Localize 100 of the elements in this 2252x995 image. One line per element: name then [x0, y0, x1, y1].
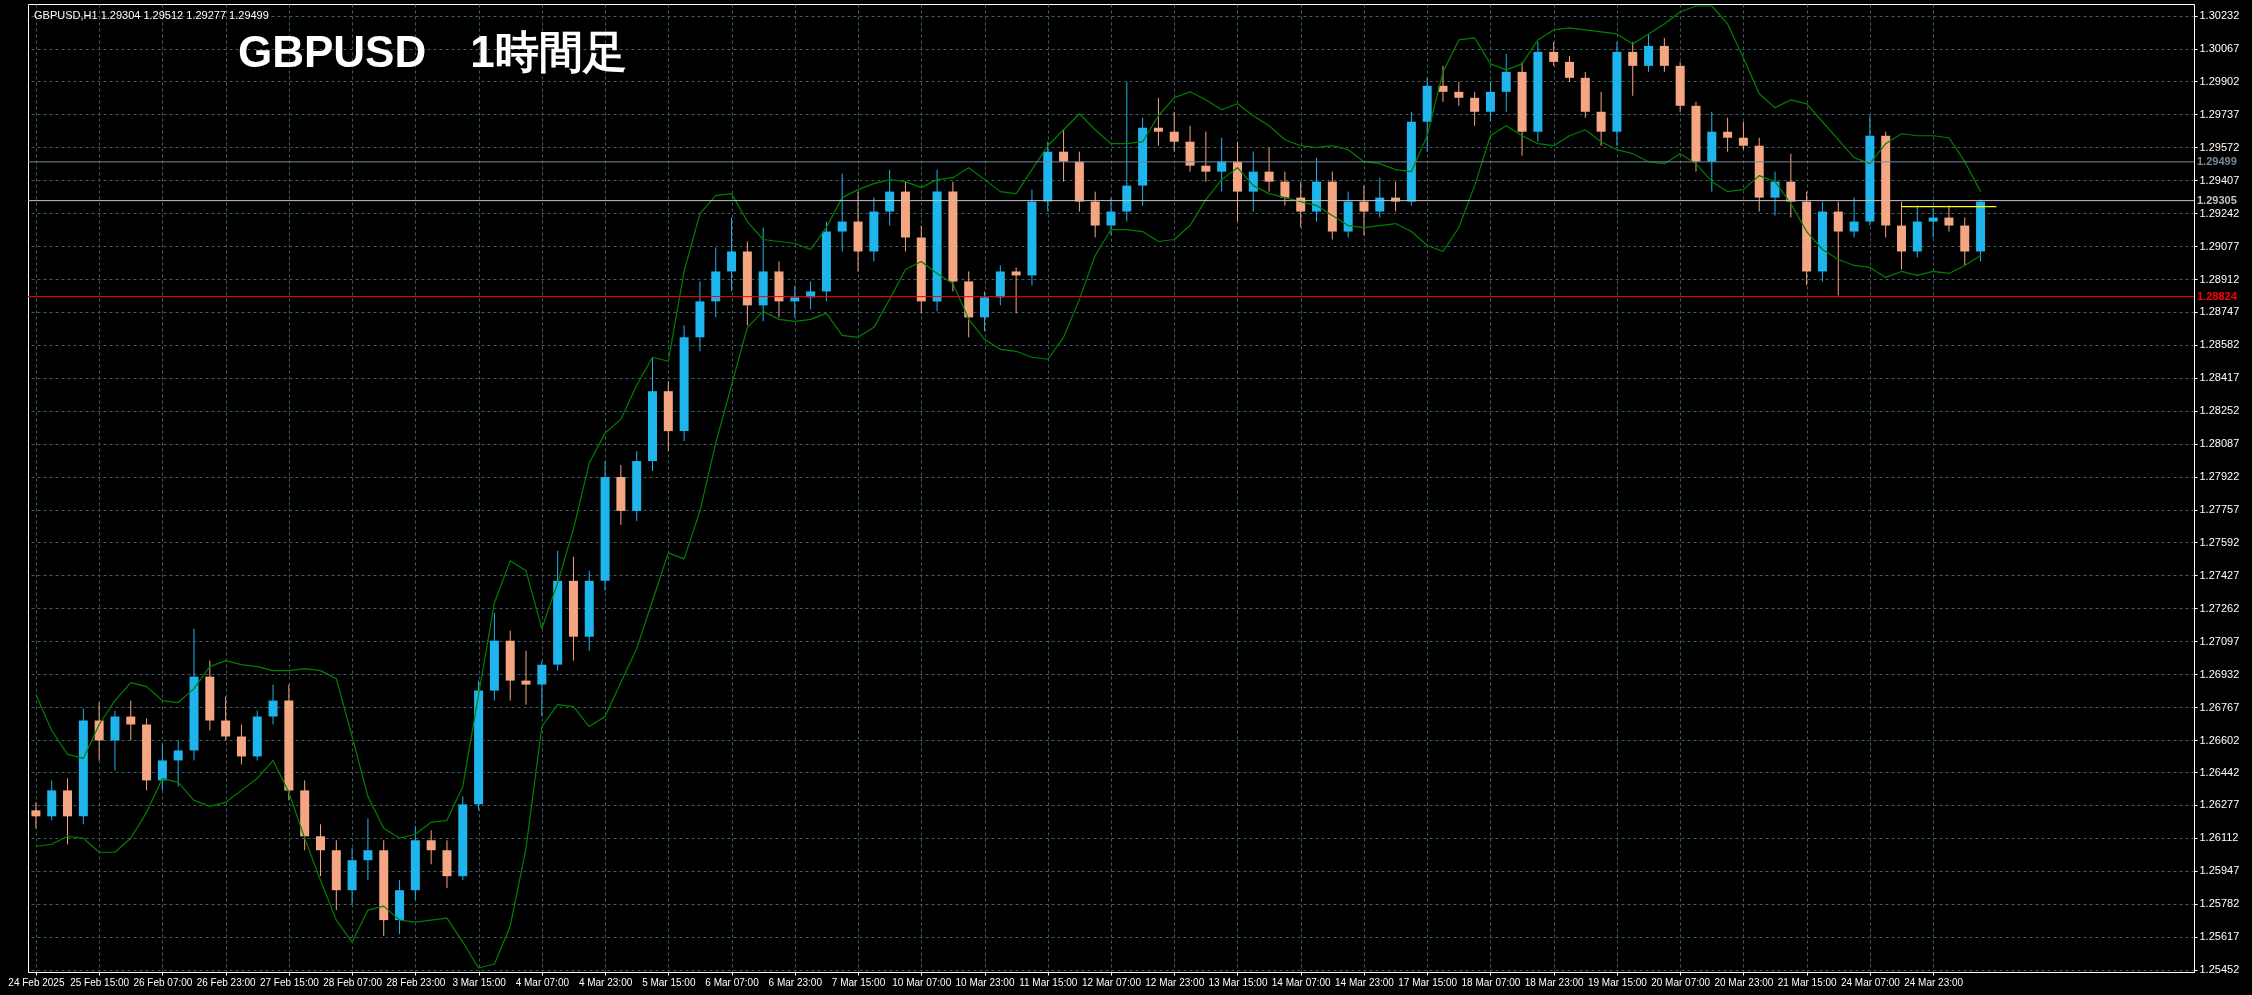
y-tick-label: 1.30067	[2199, 42, 2240, 55]
candlestick	[1059, 129, 1069, 183]
x-tick-label: 10 Mar 07:00	[892, 976, 952, 988]
candlestick	[980, 290, 990, 332]
y-tick-label: 1.27427	[2199, 568, 2240, 581]
candlestick	[1185, 125, 1195, 173]
candlestick	[315, 823, 325, 877]
candlestick	[31, 801, 41, 829]
ref-line-label: 1.28824	[2197, 289, 2238, 302]
candlestick	[1090, 191, 1100, 239]
candlestick	[157, 743, 167, 791]
candlestick	[1201, 131, 1211, 183]
candlestick	[126, 700, 136, 741]
x-tick-label: 4 Mar 23:00	[578, 976, 633, 988]
x-tick-label: 26 Feb 23:00	[196, 976, 257, 988]
x-tick-label: 28 Feb 23:00	[386, 976, 446, 988]
x-tick-label: 28 Feb 07:00	[323, 976, 383, 988]
y-tick-label: 1.27592	[2199, 535, 2240, 548]
annotation: GBPUSD,H1 1.29304 1.29512 1.29277 1.29499	[34, 9, 269, 21]
candlestick	[837, 173, 847, 252]
candlestick	[521, 650, 531, 706]
x-tick-label: 7 Mar 15:00	[831, 976, 886, 988]
candlestick	[1628, 41, 1638, 97]
candlestick	[1549, 41, 1559, 67]
candlestick	[1217, 137, 1227, 193]
y-tick-label: 1.29242	[2199, 206, 2240, 219]
candlestick	[1248, 151, 1258, 213]
x-tick-label: 6 Mar 07:00	[705, 976, 760, 988]
y-tick-label: 1.29077	[2199, 239, 2240, 252]
x-tick-label: 6 Mar 23:00	[768, 976, 823, 988]
candlestick	[1501, 53, 1511, 113]
y-tick-label: 1.28417	[2199, 371, 2240, 384]
x-tick-label: 3 Mar 15:00	[452, 976, 507, 988]
candlestick	[790, 284, 800, 318]
candlestick	[1770, 171, 1780, 217]
line-series	[35, 125, 1982, 969]
x-tick-label: 14 Mar 07:00	[1271, 976, 1332, 988]
x-tick-label: 24 Mar 07:00	[1840, 976, 1901, 988]
x-tick-label: 12 Mar 23:00	[1145, 976, 1205, 988]
candlestick	[727, 217, 737, 292]
y-tick-label: 1.26442	[2199, 765, 2240, 778]
candlestick	[885, 169, 895, 227]
y-tick-label: 1.26277	[2199, 798, 2240, 811]
candlestick	[110, 710, 120, 771]
candlestick	[1565, 55, 1574, 83]
x-tick-label: 14 Mar 23:00	[1334, 976, 1395, 988]
candlestick	[1659, 37, 1669, 73]
x-tick-label: 27 Feb 15:00	[259, 976, 320, 988]
x-tick-label: 10 Mar 23:00	[955, 976, 1015, 988]
x-tick-label: 18 Mar 23:00	[1524, 976, 1585, 988]
candlestick	[537, 660, 547, 718]
y-tick-label: 1.25782	[2199, 897, 2240, 910]
candlestick	[1644, 33, 1654, 73]
candlestick	[1596, 91, 1606, 147]
x-tick-label: 17 Mar 15:00	[1398, 976, 1458, 988]
y-tick-label: 1.28582	[2199, 338, 2240, 351]
candlestick	[268, 684, 278, 726]
candlestick	[221, 696, 231, 741]
candlestick	[1169, 111, 1179, 153]
y-tick-label: 1.26112	[2199, 831, 2239, 844]
candlestick	[1944, 205, 1954, 233]
candlestick	[1438, 65, 1448, 103]
y-tick-label: 1.28747	[2199, 305, 2240, 318]
y-tick-label: 1.25947	[2199, 864, 2240, 877]
y-tick-label: 1.28252	[2199, 404, 2240, 417]
candlestick	[363, 817, 373, 881]
y-tick-label: 1.27097	[2199, 634, 2240, 647]
x-tick-label: 25 Feb 15:00	[70, 976, 130, 988]
y-tick-label: 1.26767	[2199, 700, 2240, 713]
y-tick-label: 1.25617	[2199, 930, 2240, 943]
candlestick	[1106, 197, 1116, 237]
y-tick-label: 1.29407	[2199, 173, 2240, 186]
candlestick	[1786, 153, 1796, 219]
candlestick	[173, 739, 183, 787]
x-tick-label: 12 Mar 07:00	[1082, 976, 1142, 988]
candlestick	[1454, 81, 1464, 107]
candlestick	[1375, 177, 1385, 219]
x-tick-label: 20 Mar 07:00	[1651, 976, 1711, 988]
y-tick-label: 1.30232	[2199, 9, 2240, 22]
x-tick-label: 5 Mar 15:00	[642, 976, 696, 988]
y-tick-label: 1.25452	[2199, 963, 2240, 976]
ref-line-label: 1.29305	[2197, 193, 2237, 206]
x-tick-label: 11 Mar 15:00	[1019, 976, 1078, 988]
y-tick-label: 1.26602	[2199, 733, 2240, 746]
candlestick	[1264, 147, 1274, 193]
candlestick	[1849, 197, 1859, 239]
candlestick	[1011, 266, 1021, 314]
x-tick-label: 4 Mar 07:00	[515, 976, 570, 988]
x-tick-label: 24 Feb 2025	[8, 976, 65, 988]
candlestick	[236, 724, 246, 765]
y-tick-label: 1.29572	[2199, 140, 2240, 153]
x-tick-label: 26 Feb 07:00	[133, 976, 193, 988]
x-tick-label: 24 Mar 23:00	[1904, 976, 1964, 988]
y-tick-label: 1.27922	[2199, 470, 2240, 483]
text: GBPUSD 1時間足	[238, 27, 627, 76]
x-tick-label: 18 Mar 07:00	[1461, 976, 1521, 988]
y-tick-label: 1.28087	[2199, 437, 2240, 450]
candlestick	[1928, 207, 1938, 239]
y-tick-label: 1.29737	[2199, 107, 2240, 120]
y-tick-label: 1.27757	[2199, 503, 2240, 516]
